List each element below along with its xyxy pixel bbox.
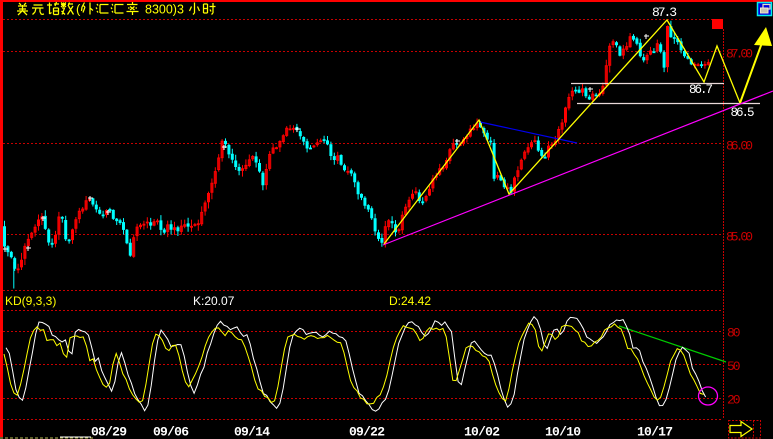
svg-text:09/22: 09/22	[349, 425, 385, 439]
svg-text:(: (	[76, 2, 81, 17]
svg-text:80: 80	[727, 326, 741, 341]
svg-text:20: 20	[727, 393, 741, 408]
svg-text:50: 50	[727, 359, 741, 374]
svg-text:87.3: 87.3	[652, 5, 677, 20]
svg-text:09/06: 09/06	[153, 425, 189, 439]
svg-text:08/29: 08/29	[91, 425, 127, 439]
svg-text:09/14: 09/14	[234, 425, 270, 439]
svg-text:10/02: 10/02	[464, 425, 500, 439]
svg-text:86.5: 86.5	[731, 106, 755, 120]
svg-text:K:20.07: K:20.07	[193, 294, 235, 308]
svg-text:D:24.42: D:24.42	[389, 294, 431, 308]
svg-text:87.00: 87.00	[726, 46, 753, 61]
svg-text:86.00: 86.00	[726, 138, 753, 153]
svg-text:10/17: 10/17	[637, 425, 673, 439]
svg-text:8300)3: 8300)3	[145, 3, 184, 17]
svg-text:10/10: 10/10	[545, 425, 581, 439]
svg-text:85.00: 85.00	[726, 229, 753, 244]
svg-text:86.7: 86.7	[689, 83, 713, 97]
svg-text:KD(9,3,3): KD(9,3,3)	[5, 294, 56, 308]
